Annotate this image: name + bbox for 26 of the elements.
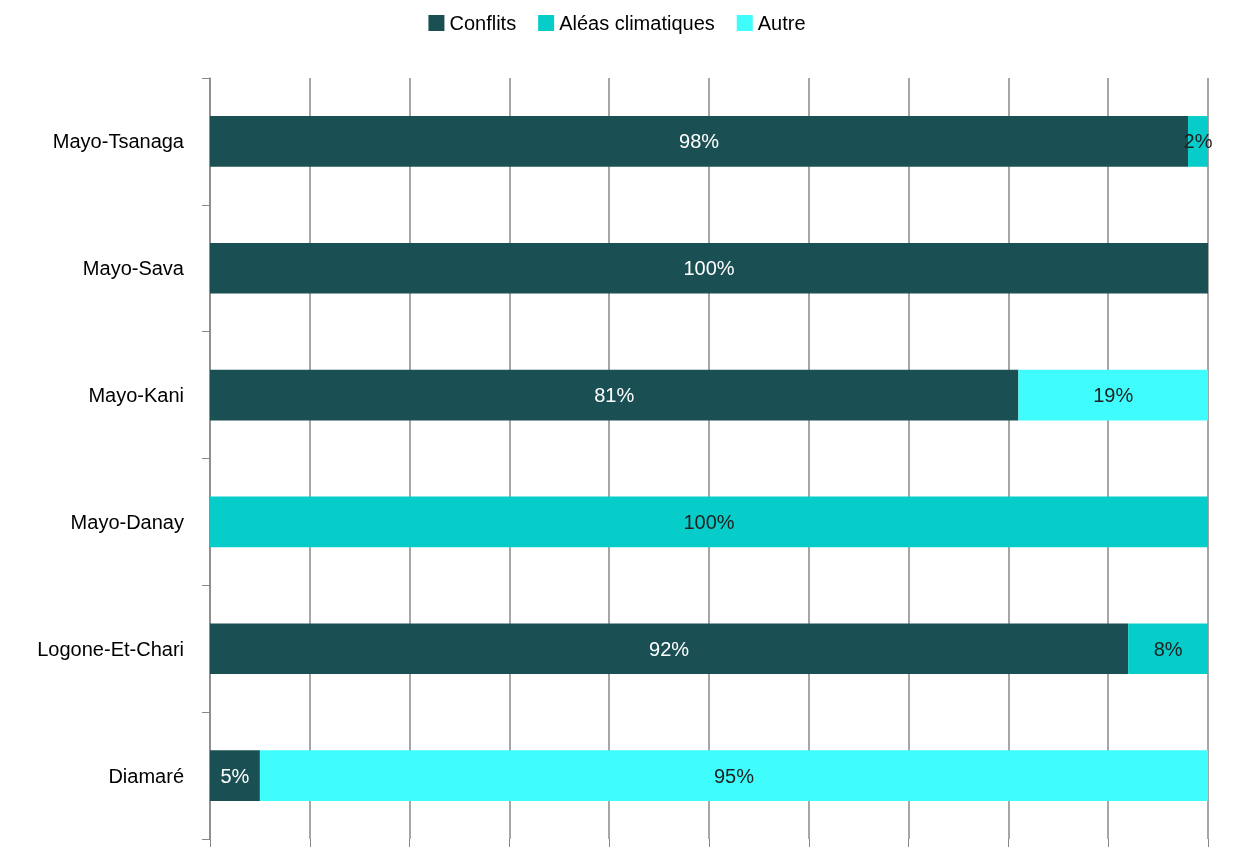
y-tick-label: Mayo-Sava: [82, 257, 185, 280]
y-tick-label: Mayo-Kani: [88, 384, 184, 407]
bar: [210, 369, 1019, 421]
data-label: 100%: [683, 510, 735, 533]
bar: [210, 242, 1208, 294]
bar: [1128, 623, 1208, 675]
bar: [210, 496, 1208, 548]
data-label: 81%: [594, 384, 635, 407]
data-label: 5%: [220, 764, 250, 787]
bar: [1018, 369, 1208, 421]
data-label: 95%: [713, 764, 755, 787]
legend-label: Autre: [757, 12, 806, 34]
y-tick-label: Mayo-Danay: [70, 510, 184, 533]
data-label: 19%: [1093, 384, 1134, 407]
y-tick-label: Diamaré: [108, 764, 184, 787]
y-tick-label: Mayo-Tsanaga: [52, 130, 185, 153]
data-label: 92%: [649, 637, 690, 660]
bar: [210, 750, 260, 801]
bar: [259, 750, 1208, 801]
data-label: 100%: [683, 257, 735, 280]
legend-label: Conflits: [449, 12, 517, 34]
data-label: 8%: [1153, 637, 1183, 660]
bar: [210, 623, 1129, 675]
legend-label: Aléas climatiques: [559, 12, 715, 34]
y-tick-label: Logone-Et-Chari: [37, 637, 184, 660]
data-label: 98%: [679, 130, 720, 153]
